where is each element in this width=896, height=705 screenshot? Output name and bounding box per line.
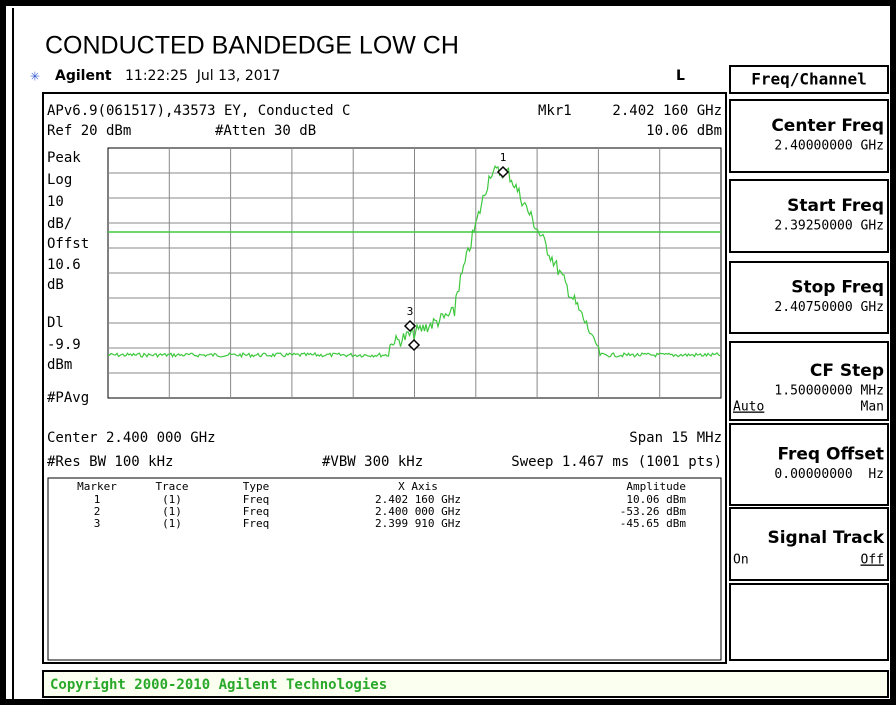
dynamic: Peak Log 10 dB/Offst 10.6 dB Dl -9.9 dBm #PAvg 1 3 M… [47,99,889,661]
softkey-label: Signal Track [767,528,884,548]
rbw: #Res BW 100 kHz [47,454,173,470]
marker-diamond [496,165,510,179]
table-cell: 3 [94,517,101,530]
table-header: Trace [155,480,188,493]
table-header: Type [243,480,270,493]
table-cell: Freq [243,517,270,530]
softkey-label: Start Freq [787,196,884,216]
footer: Copyright 2000-2010 Agilent Technologies [50,677,387,693]
softkey-option: On [733,553,749,568]
table-cell: 2 [94,505,101,518]
menu-title-box [729,65,889,94]
sweep: Sweep 1.467 ms (1001 pts) [511,454,722,470]
time: 11:22:25 Jul 13, 2017 [125,68,280,84]
graticule [107,147,722,399]
title: CONDUCTED BANDEDGE LOW CH [45,32,459,60]
marker-number: 3 [407,305,414,318]
scale-label: Peak [47,150,81,166]
softkey-option: Man [861,400,884,415]
table-cell: 10.06 dBm [626,493,686,506]
mode: L [676,68,685,84]
span: Span 15 MHz [629,430,722,446]
marker-diamond [403,319,417,333]
softkey-label: Stop Freq [791,278,884,298]
softkey [729,99,889,173]
table-cell: (1) [162,505,182,518]
table-cell: 2.399 910 GHz [375,517,461,530]
table-cell: 2.400 000 GHz [375,505,461,518]
scale-label: dBm [47,357,72,373]
table-cell: 1 [94,493,101,506]
footer-box [42,670,889,698]
softkey [729,583,889,661]
softkey [729,423,889,506]
softkey-value: 2.39250000 GHz [774,219,884,234]
table-header: X Axis [398,480,438,493]
scale-label: #PAvg [47,390,89,406]
scale-label: dB [47,277,64,293]
marker-number: 1 [500,151,507,164]
softkey-option: Auto [733,400,764,415]
softkey [729,507,889,581]
softkey-value: 1.50000000 MHz [774,384,884,399]
softkey-value: 2.40000000 GHz [774,139,884,154]
logo: ✳ [30,66,40,85]
table-header: Amplitude [626,480,686,493]
softkey-label: Center Freq [771,116,884,136]
softkey-value: 2.40750000 GHz [774,300,884,315]
menu-title: Freq/Channel [751,70,867,89]
table-header: Marker [77,480,117,493]
table-cell: Freq [243,505,270,518]
table-cell: (1) [162,517,182,530]
table-cell: -45.65 dBm [620,517,687,530]
softkey [729,179,889,253]
marker-table-box [47,477,722,661]
header: ✳ Agilent 11:22:25 Jul 13, 2017 L [30,66,685,85]
scale-label: 10 [47,194,64,210]
table-cell: (1) [162,493,182,506]
marker-amp: 10.06 dBm [646,123,722,139]
vbw: #VBW 300 kHz [322,454,423,470]
scale-label: Dl [47,315,64,331]
marker-label: Mkr1 [538,103,572,119]
display [42,92,727,664]
ref: Ref 20 dBm [47,123,131,139]
center: Center 2.400 000 GHz [47,430,216,446]
softkey [729,341,889,421]
softkey-label: CF Step [810,361,884,381]
softkey [729,261,889,334]
softkey-label: Freq Offset [777,445,884,465]
table-cell: Freq [243,493,270,506]
scale-label: Log [47,172,72,188]
marker-freq: 2.402 160 GHz [612,103,722,119]
softkey-value: 0.00000000 Hz [774,467,884,482]
atten: #Atten 30 dB [215,123,316,139]
scale-label: 10.6 [47,257,81,273]
info: APv6.9(061517),43573 EY, Conducted C [47,103,350,119]
table-cell: -53.26 dBm [620,505,687,518]
brand: Agilent [55,68,112,84]
softkey-option: Off [861,553,884,568]
scale-label: dB/ [47,216,72,232]
scale-label: -9.9 [47,337,81,353]
scale-label: Offst [47,236,89,252]
marker-diamond [407,338,421,352]
table-cell: 2.402 160 GHz [375,493,461,506]
